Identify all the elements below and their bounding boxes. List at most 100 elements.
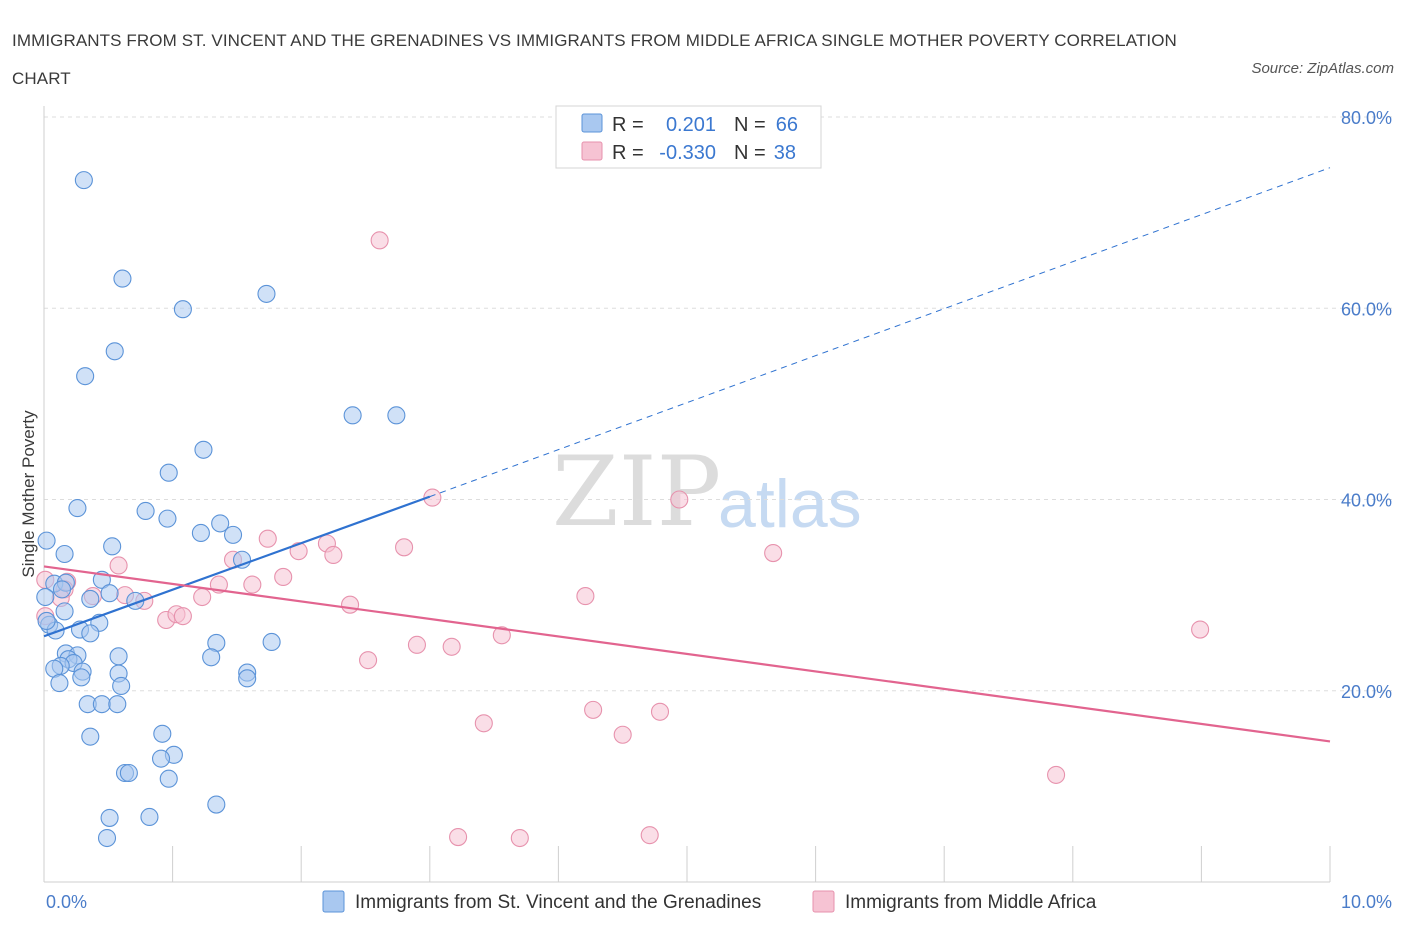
x-tick-label-min: 0.0%: [46, 892, 87, 912]
middle-africa-point-4: [258, 529, 277, 548]
st-vincent-point-8: [194, 440, 213, 459]
middle-africa-point-27: [173, 607, 192, 626]
st-vincent-point-61: [207, 795, 226, 814]
st-vincent-point-7: [387, 406, 406, 425]
middle-africa-point-2: [670, 490, 689, 509]
st-vincent-point-17: [55, 544, 74, 564]
st-vincent-point-63: [140, 807, 159, 827]
st-vincent-point-28: [55, 602, 74, 621]
st-vincent-point-45: [72, 668, 91, 687]
middle-africa-point-31: [1191, 620, 1210, 639]
st-vincent-point-18: [103, 537, 122, 556]
x-axis-ticks: [43, 846, 1331, 882]
st-vincent-point-44: [202, 648, 221, 667]
middle-africa-point-37: [1047, 765, 1066, 784]
st-vincent-point-55: [153, 724, 172, 743]
series-st-vincent-points: [36, 171, 406, 848]
middle-africa-point-21: [193, 587, 212, 607]
y-tick-labels: 20.0% 40.0% 60.0% 80.0%: [1341, 108, 1392, 702]
legend-r-value-2: -0.330: [659, 142, 716, 164]
middle-africa-point-22: [341, 595, 360, 614]
middle-africa-point-34: [584, 700, 603, 719]
st-vincent-point-10: [68, 499, 87, 518]
legend-n-value-1: 66: [776, 114, 798, 136]
bottom-legend: Immigrants from St. Vincent and the Gren…: [322, 890, 1097, 913]
st-vincent-point-52: [92, 695, 111, 714]
middle-africa-point-8: [395, 538, 414, 557]
st-vincent-point-5: [76, 367, 95, 386]
chart-title: IMMIGRANTS FROM ST. VINCENT AND THE GREN…: [12, 31, 1177, 88]
st-vincent-point-13: [191, 523, 210, 543]
st-vincent-point-11: [136, 501, 155, 521]
legend-n-label-1: N =: [734, 114, 766, 136]
st-vincent-point-57: [151, 749, 171, 768]
middle-africa-point-23: [576, 587, 595, 606]
st-vincent-point-33: [81, 624, 100, 643]
legend-n-label-2: N =: [734, 142, 766, 164]
st-vincent-point-6: [343, 406, 362, 425]
y-axis-label: Single Mother Poverty: [19, 410, 38, 578]
middle-africa-point-38: [449, 828, 468, 847]
st-vincent-point-49: [50, 674, 69, 693]
middle-africa-point-1: [423, 488, 442, 507]
st-vincent-point-0: [74, 171, 93, 190]
st-vincent-point-59: [119, 763, 138, 783]
y-tick-label-20: 20.0%: [1341, 682, 1392, 702]
middle-africa-point-5: [289, 542, 308, 561]
st-vincent-point-60: [159, 769, 178, 788]
st-vincent-point-53: [108, 695, 127, 714]
legend-swatch-series1: [581, 113, 603, 133]
middle-africa-point-40: [640, 826, 659, 845]
legend-n-value-2: 38: [774, 142, 796, 164]
st-vincent-point-50: [112, 676, 131, 696]
middle-africa-point-29: [442, 637, 461, 656]
trend-lines: [43, 167, 1331, 743]
st-vincent-point-48: [238, 669, 257, 688]
st-vincent-point-22: [52, 580, 72, 599]
middle-africa-point-39: [510, 828, 529, 848]
legend-swatch-series2: [581, 141, 603, 161]
series-middle-africa-points: [36, 231, 1210, 848]
st-vincent-point-4: [105, 342, 124, 361]
middle-africa-point-32: [359, 651, 378, 670]
y-tick-label-40: 40.0%: [1341, 491, 1392, 511]
middle-africa-point-28: [407, 635, 426, 654]
middle-africa-point-15: [243, 575, 262, 594]
legend-r-value-1: 0.201: [666, 114, 716, 136]
trend-line-middle-africa: [43, 565, 1331, 743]
middle-africa-point-35: [650, 702, 670, 721]
middle-africa-point-30: [492, 626, 511, 645]
middle-africa-point-10: [109, 556, 128, 575]
x-tick-label-max: 10.0%: [1341, 892, 1392, 912]
y-tick-label-60: 60.0%: [1341, 299, 1392, 319]
st-vincent-point-62: [100, 808, 119, 827]
watermark-atlas: atlas: [718, 466, 862, 542]
bottom-legend-label-series2: Immigrants from Middle Africa: [845, 892, 1097, 913]
source-label: Source: ZipAtlas.com: [1251, 60, 1394, 77]
st-vincent-point-16: [37, 531, 56, 550]
st-vincent-point-12: [158, 509, 177, 528]
st-vincent-point-35: [262, 632, 281, 652]
bottom-legend-label-series1: Immigrants from St. Vincent and the Gren…: [355, 892, 761, 913]
grid: [44, 116, 1392, 692]
st-vincent-point-64: [97, 828, 117, 848]
st-vincent-point-43: [109, 647, 128, 666]
middle-africa-point-33: [474, 714, 493, 733]
middle-africa-point-36: [613, 725, 632, 744]
watermark-zip: ZIP: [552, 436, 721, 548]
st-vincent-point-14: [211, 514, 230, 533]
st-vincent-point-27: [36, 587, 55, 607]
middle-africa-point-7: [324, 545, 343, 565]
st-vincent-point-2: [173, 300, 192, 319]
st-vincent-point-9: [159, 463, 178, 482]
st-vincent-point-26: [81, 589, 100, 609]
st-vincent-point-3: [257, 284, 276, 303]
middle-africa-point-0: [370, 231, 389, 250]
st-vincent-point-54: [81, 727, 100, 746]
st-vincent-point-65: [37, 611, 56, 630]
legend-r-label-1: R =: [612, 114, 644, 136]
trend-line-st-vincent: [43, 495, 431, 638]
bottom-legend-swatch-series2: [812, 890, 835, 913]
st-vincent-point-1: [113, 269, 132, 288]
